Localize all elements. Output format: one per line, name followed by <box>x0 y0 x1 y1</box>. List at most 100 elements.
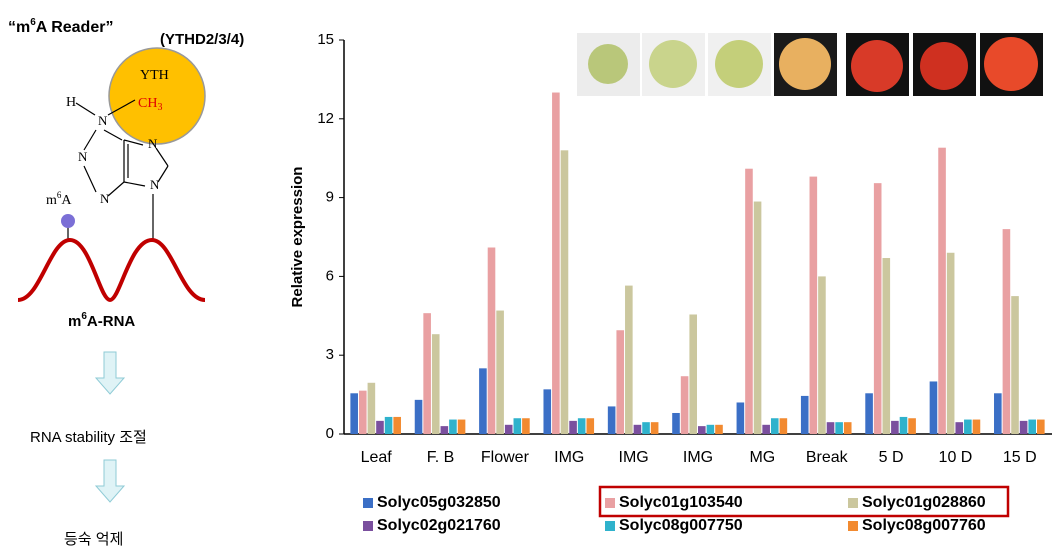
bar <box>616 330 625 434</box>
bar <box>770 418 779 434</box>
bar <box>964 419 972 434</box>
reader-title: “m6A Reader” <box>8 17 113 37</box>
legend-swatch <box>848 521 858 531</box>
bar <box>938 147 946 434</box>
bar <box>689 314 697 434</box>
y-tick-label: 9 <box>326 189 334 206</box>
n-label: N <box>98 113 108 128</box>
bar <box>736 402 745 434</box>
bar <box>994 393 1002 434</box>
bar <box>955 422 964 434</box>
photo-fruit <box>851 40 903 92</box>
bar <box>873 183 882 434</box>
n-label: N <box>148 136 158 151</box>
bar <box>543 389 552 434</box>
ythd-label: (YTHD2/3/4) <box>160 31 244 48</box>
bar <box>818 276 826 434</box>
n-label: N <box>150 177 160 192</box>
bar <box>745 168 753 434</box>
bar <box>1019 420 1028 434</box>
highlight-box <box>598 485 1010 518</box>
bar <box>414 399 423 434</box>
y-tick-label: 0 <box>326 425 334 442</box>
x-tick-label: 5 D <box>879 449 904 466</box>
bar <box>569 420 577 434</box>
photo-fruit <box>920 42 968 90</box>
x-tick-label: Leaf <box>361 449 393 466</box>
bar <box>586 418 595 434</box>
bar <box>431 334 440 434</box>
legend-swatch <box>848 498 858 508</box>
legend-label: Solyc02g021760 <box>377 517 501 534</box>
legend-label: Solyc01g028860 <box>862 494 986 511</box>
photo-fruit <box>984 37 1038 91</box>
legend-swatch <box>605 521 615 531</box>
bar <box>779 418 788 434</box>
step1-label: RNA stability 조절 <box>30 429 147 446</box>
bar <box>835 422 843 434</box>
legend-swatch <box>605 498 615 508</box>
bar <box>607 406 616 434</box>
bar <box>479 368 487 434</box>
yth-label: YTH <box>140 68 169 83</box>
bar <box>800 395 809 434</box>
bar <box>487 247 496 434</box>
arrow <box>94 351 126 395</box>
bar <box>440 426 449 434</box>
bar <box>672 412 680 434</box>
bar <box>350 393 358 434</box>
legend-label: Solyc08g007750 <box>619 517 743 534</box>
bar <box>650 422 659 434</box>
x-tick-label: 15 D <box>1003 449 1037 466</box>
legend-label: Solyc08g007760 <box>862 517 986 534</box>
bar <box>552 92 560 435</box>
y-tick-label: 6 <box>326 267 334 284</box>
bar <box>972 419 981 434</box>
step2-label: 등숙 억제 <box>64 531 123 548</box>
bar <box>946 252 955 434</box>
bar <box>376 420 384 434</box>
y-tick-label: 15 <box>317 31 334 48</box>
bar <box>504 424 513 434</box>
bar <box>522 418 530 434</box>
fruit-photos <box>577 33 1043 96</box>
bar <box>826 422 835 434</box>
molecule <box>67 99 169 242</box>
x-tick-label: Break <box>806 449 849 466</box>
bar <box>882 258 891 434</box>
bar <box>577 418 586 434</box>
bar <box>891 420 899 434</box>
n-label: N <box>78 149 88 164</box>
legend-swatch <box>363 521 373 531</box>
x-tick-label: IMG <box>554 449 584 466</box>
x-tick-label: IMG <box>683 449 713 466</box>
m6a-label: m6A <box>46 190 72 208</box>
m6a-dot <box>61 214 75 228</box>
bar <box>908 418 916 434</box>
arrow <box>94 459 126 503</box>
bar <box>843 422 852 434</box>
bar <box>560 150 569 434</box>
legend-label: Solyc01g103540 <box>619 494 743 511</box>
legend-label: Solyc05g032850 <box>377 494 501 511</box>
x-tick-label: 10 D <box>939 449 973 466</box>
photo-fruit <box>588 44 628 84</box>
bar <box>809 176 818 434</box>
bar <box>633 424 642 434</box>
bar <box>625 285 633 434</box>
photo-fruit <box>779 38 831 90</box>
h-label: H <box>66 95 76 110</box>
bar <box>513 418 522 434</box>
bar <box>367 382 376 434</box>
bar <box>393 416 401 434</box>
photo-fruit <box>715 40 763 88</box>
bar <box>1028 419 1037 434</box>
bar <box>929 381 938 434</box>
yth-circle <box>108 47 206 145</box>
bar <box>1037 419 1045 434</box>
n-label: N <box>100 191 110 206</box>
y-tick-label: 3 <box>326 346 334 363</box>
bar <box>384 416 393 434</box>
rna-wave <box>17 237 206 303</box>
